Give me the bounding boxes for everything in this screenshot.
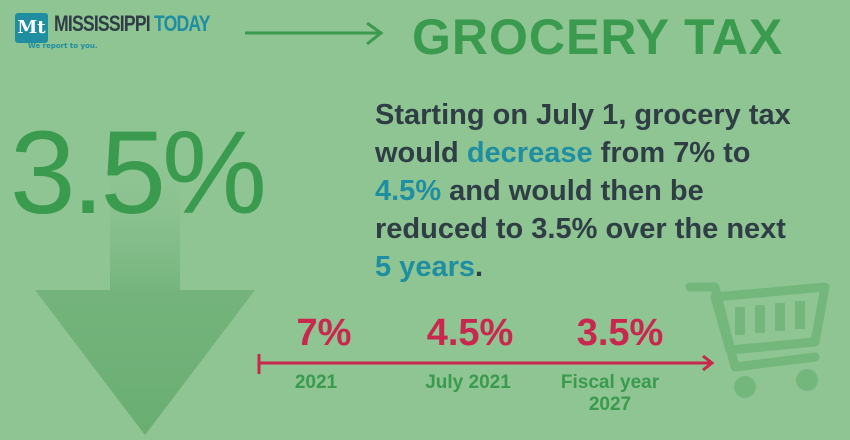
- timeline-label: July 2021: [425, 372, 511, 393]
- timeline-label: Fiscal year 2027: [560, 372, 660, 415]
- timeline-label: 2021: [294, 372, 338, 393]
- headline-value: 3.5%: [10, 107, 267, 239]
- page-title: GROCERY TAX: [412, 9, 784, 65]
- timeline-axis: [257, 354, 715, 374]
- desc-part: and would then be reduced to 3.5% over t…: [375, 175, 786, 245]
- desc-highlight: 4.5%: [375, 175, 442, 207]
- timeline-rate: 4.5%: [426, 312, 514, 354]
- logo-mark: Mt: [15, 13, 48, 43]
- desc-part: Starting on July 1, grocery tax would: [375, 99, 791, 169]
- desc-highlight: 5 years: [375, 251, 475, 283]
- timeline-rate: 3.5%: [576, 312, 664, 354]
- down-arrow-icon: [35, 150, 255, 435]
- logo-tagline: We report to you.: [28, 42, 98, 50]
- logo-name-accent: TODAY: [153, 11, 210, 36]
- desc-highlight: decrease: [466, 137, 593, 169]
- timeline-rate: 7%: [296, 312, 352, 354]
- arrow-right-icon: [245, 22, 384, 46]
- desc-part: .: [475, 251, 484, 283]
- logo-name: MISSISSIPPI TODAY: [54, 11, 210, 37]
- description: Starting on July 1, grocery tax would de…: [375, 96, 795, 286]
- desc-part: from 7% to: [592, 137, 751, 169]
- shopping-cart-icon: [685, 282, 830, 398]
- logo-name-main: MISSISSIPPI: [54, 11, 151, 36]
